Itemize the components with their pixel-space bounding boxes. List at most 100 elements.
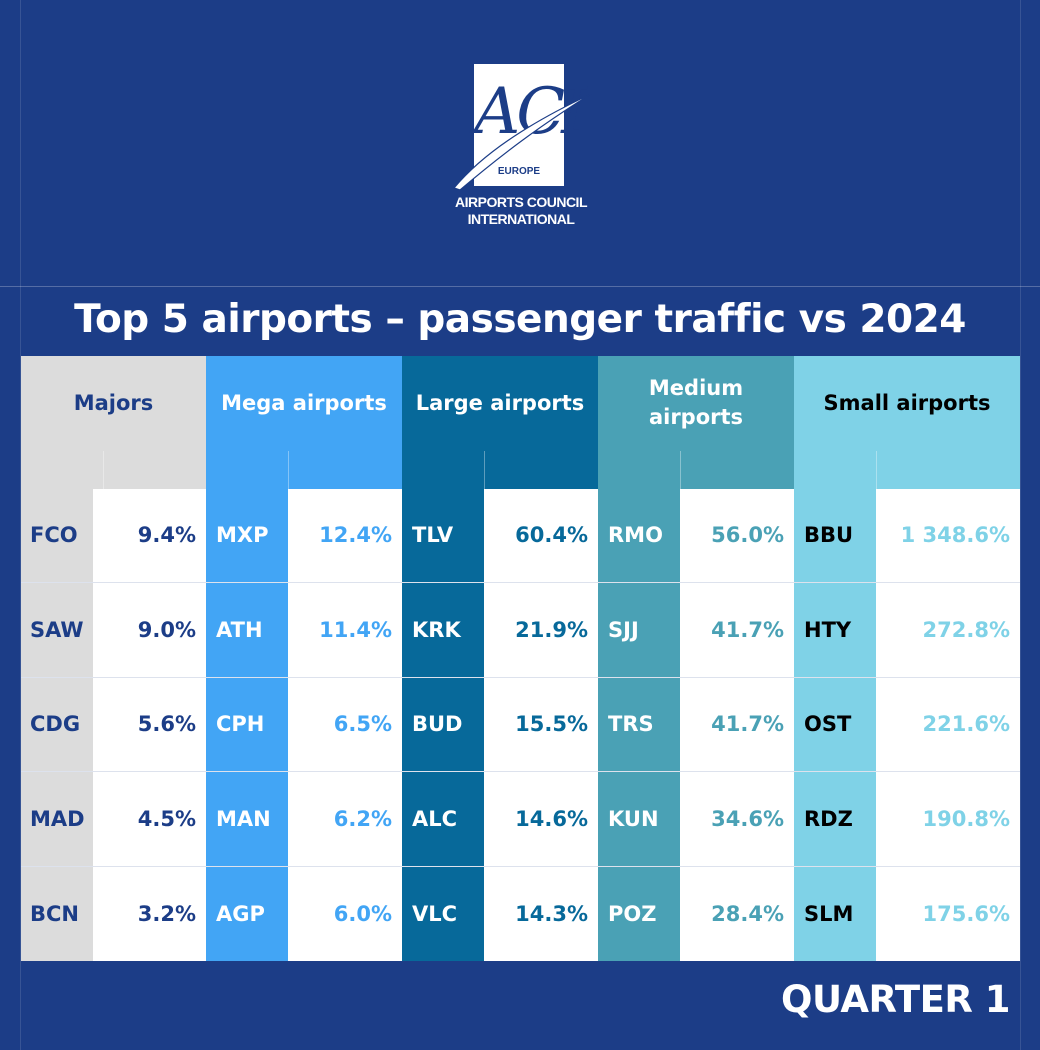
table-row: MXP 12.4% (206, 488, 402, 583)
subheader-value-cell (485, 450, 598, 489)
airport-code: SLM (794, 866, 876, 961)
traffic-change-value: 34.6% (680, 772, 794, 866)
table-row: KRK 21.9% (402, 583, 598, 678)
table-row: SAW 9.0% (21, 583, 206, 678)
airport-code: RDZ (794, 772, 876, 866)
table-row: VLC 14.3% (402, 866, 598, 961)
frame-line-left (20, 0, 21, 1050)
group-medium: Medium airports RMO 56.0% SJJ 41.7% TRS 41.7% K… (598, 356, 794, 961)
logo-name-line2: INTERNATIONAL (467, 211, 575, 227)
table-row: TLV 60.4% (402, 488, 598, 583)
table-row: ATH 11.4% (206, 583, 402, 678)
airport-code: MAD (21, 772, 93, 866)
airport-code: BBU (794, 488, 876, 582)
group-header: Mega airports (206, 356, 402, 451)
frame-line-right (1020, 0, 1021, 1050)
logo-name: AIRPORTS COUNCIL INTERNATIONAL (446, 194, 596, 228)
group-header: Medium airports (598, 356, 794, 451)
airport-code: CPH (206, 677, 288, 771)
group-subheader (402, 450, 598, 489)
traffic-change-value: 3.2% (93, 866, 206, 961)
traffic-change-value: 221.6% (876, 677, 1020, 771)
traffic-change-value: 21.9% (484, 583, 598, 677)
airport-code: RMO (598, 488, 680, 582)
group-subheader (21, 450, 206, 489)
table-row: MAN 6.2% (206, 772, 402, 867)
traffic-change-value: 15.5% (484, 677, 598, 771)
table-row: CPH 6.5% (206, 677, 402, 772)
traffic-change-value: 14.6% (484, 772, 598, 866)
traffic-change-value: 272.8% (876, 583, 1020, 677)
quarter-label: QUARTER 1 (781, 978, 1010, 1021)
traffic-change-value: 4.5% (93, 772, 206, 866)
table-row: RDZ 190.8% (794, 772, 1020, 867)
group-subheader (206, 450, 402, 489)
table-row: KUN 34.6% (598, 772, 794, 867)
traffic-change-value: 175.6% (876, 866, 1020, 961)
airport-code: POZ (598, 866, 680, 961)
subheader-code-cell (794, 450, 877, 489)
table-row: SLM 175.6% (794, 866, 1020, 961)
table-row: CDG 5.6% (21, 677, 206, 772)
traffic-change-value: 6.2% (288, 772, 402, 866)
traffic-change-value: 5.6% (93, 677, 206, 771)
traffic-change-value: 190.8% (876, 772, 1020, 866)
airport-code: AGP (206, 866, 288, 961)
subheader-value-cell (681, 450, 794, 489)
logo-name-line1: AIRPORTS COUNCIL (455, 194, 588, 210)
traffic-change-value: 28.4% (680, 866, 794, 961)
airport-code: SAW (21, 583, 93, 677)
traffic-change-value: 6.5% (288, 677, 402, 771)
group-large: Large airports TLV 60.4% KRK 21.9% BUD 15.5% AL… (402, 356, 598, 961)
airport-code: OST (794, 677, 876, 771)
airport-code: KUN (598, 772, 680, 866)
subheader-value-cell (104, 450, 206, 489)
aci-europe-logo: ACI EUROPE AIRPORTS COUNCIL INTERNATIONA… (446, 60, 596, 240)
subheader-code-cell (206, 450, 289, 489)
group-subheader (794, 450, 1020, 489)
swoosh-icon (452, 93, 592, 190)
traffic-change-value: 9.0% (93, 583, 206, 677)
table-row: BBU 1 348.6% (794, 488, 1020, 583)
table-row: POZ 28.4% (598, 866, 794, 961)
subheader-value-cell (289, 450, 402, 489)
airport-code: VLC (402, 866, 484, 961)
traffic-change-value: 6.0% (288, 866, 402, 961)
table-row: ALC 14.6% (402, 772, 598, 867)
group-header: Large airports (402, 356, 598, 451)
table-row: MAD 4.5% (21, 772, 206, 867)
airport-code: MAN (206, 772, 288, 866)
traffic-change-value: 41.7% (680, 583, 794, 677)
airport-code: ALC (402, 772, 484, 866)
logo-region: EUROPE (497, 166, 541, 177)
group-header: Majors (21, 356, 206, 451)
frame-divider (0, 286, 1040, 287)
airport-code: CDG (21, 677, 93, 771)
page-title: Top 5 airports – passenger traffic vs 20… (74, 297, 966, 342)
table-row: OST 221.6% (794, 677, 1020, 772)
group-mega: Mega airports MXP 12.4% ATH 11.4% CPH 6.5% MAN 6… (206, 356, 402, 961)
airport-code: TRS (598, 677, 680, 771)
group-header: Small airports (794, 356, 1020, 451)
subheader-value-cell (877, 450, 1020, 489)
airport-code: HTY (794, 583, 876, 677)
airport-code: MXP (206, 488, 288, 582)
airport-code: TLV (402, 488, 484, 582)
table-row: RMO 56.0% (598, 488, 794, 583)
subheader-code-cell (21, 450, 104, 489)
airport-code: KRK (402, 583, 484, 677)
table-row: BCN 3.2% (21, 866, 206, 961)
traffic-change-value: 56.0% (680, 488, 794, 582)
table-row: HTY 272.8% (794, 583, 1020, 678)
group-majors: Majors FCO 9.4% SAW 9.0% CDG 5.6% MAD 4.5% BCN 3.2… (21, 356, 206, 961)
traffic-change-value: 14.3% (484, 866, 598, 961)
table-row: BUD 15.5% (402, 677, 598, 772)
group-small: Small airports BBU 1 348.6% HTY 272.8% OST 221… (794, 356, 1020, 961)
table-row: AGP 6.0% (206, 866, 402, 961)
traffic-change-value: 12.4% (288, 488, 402, 582)
traffic-change-value: 60.4% (484, 488, 598, 582)
airport-code: FCO (21, 488, 93, 582)
airport-code: BUD (402, 677, 484, 771)
group-subheader (598, 450, 794, 489)
traffic-change-value: 9.4% (93, 488, 206, 582)
